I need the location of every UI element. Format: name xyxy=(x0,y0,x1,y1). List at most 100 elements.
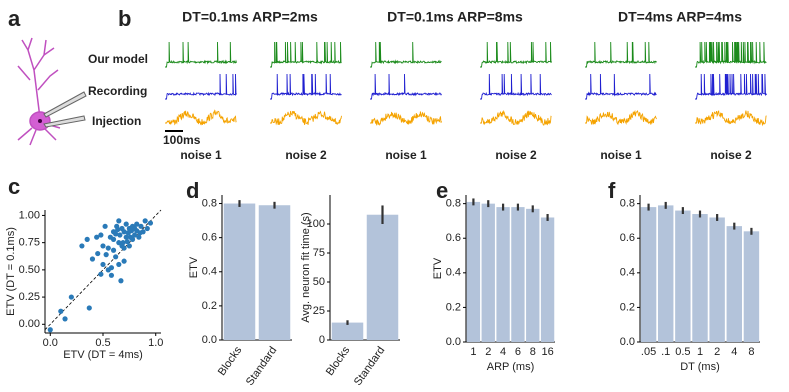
y-tick-label: 0.0 xyxy=(202,334,217,346)
y-axis-label: Avg. neuron fit time (s) xyxy=(300,212,312,322)
point xyxy=(142,218,148,224)
panel-label: b xyxy=(118,6,131,31)
y-tick-label: 0.50 xyxy=(19,264,40,276)
condition-title: DT=0.1ms ARP=2ms xyxy=(182,9,318,25)
bar xyxy=(692,214,708,342)
y-tick-label: 0.4 xyxy=(446,267,461,279)
y-tick-label: 25 xyxy=(313,305,325,317)
point xyxy=(113,231,119,237)
x-tick-label: Standard xyxy=(352,345,387,388)
y-tick-label: 0.0 xyxy=(620,336,635,348)
point xyxy=(118,278,124,284)
point xyxy=(68,294,74,300)
point xyxy=(124,238,130,245)
point xyxy=(132,232,138,238)
bar xyxy=(709,217,725,342)
y-tick-label: 0.00 xyxy=(19,318,40,330)
x-tick-label: .05 xyxy=(641,346,656,358)
point xyxy=(110,247,117,253)
point xyxy=(121,229,127,235)
trace xyxy=(370,41,442,68)
y-tick-label: 1.00 xyxy=(19,209,40,221)
y-tick-label: 75 xyxy=(313,247,325,259)
point xyxy=(117,232,123,238)
point xyxy=(100,261,106,268)
bar xyxy=(481,203,495,342)
point xyxy=(47,327,53,333)
y-tick-label: 0.8 xyxy=(202,197,217,209)
trace xyxy=(695,110,767,127)
point xyxy=(115,226,121,233)
x-tick-label: 0.5 xyxy=(675,346,690,358)
x-tick-label: 6 xyxy=(515,346,521,358)
condition-title: DT=4ms ARP=4ms xyxy=(618,9,742,25)
bar xyxy=(726,226,742,342)
point xyxy=(123,234,129,240)
y-axis-label: ETV xyxy=(432,257,444,279)
point xyxy=(108,272,115,278)
trace xyxy=(480,73,552,100)
x-tick-label: 4 xyxy=(500,346,506,358)
bar xyxy=(675,210,691,342)
point xyxy=(126,243,132,249)
y-tick-label: 0.2 xyxy=(202,300,217,312)
neuron xyxy=(17,37,61,146)
point xyxy=(103,252,109,258)
y-axis-label: ETV xyxy=(188,256,200,278)
bar xyxy=(258,205,291,340)
y-tick-label: 0.4 xyxy=(620,267,635,279)
x-tick-label: 0.5 xyxy=(95,337,110,349)
trace xyxy=(585,109,657,126)
bar xyxy=(496,207,510,342)
bar xyxy=(540,217,555,342)
point xyxy=(102,223,108,229)
point xyxy=(84,236,90,242)
y-tick-label: 0 xyxy=(319,334,325,346)
x-tick-label: 1 xyxy=(470,346,476,358)
y-axis-label: ETV (DT = 0.1ms) xyxy=(5,227,17,316)
point xyxy=(116,240,122,246)
noise-label: noise 2 xyxy=(495,148,537,162)
trace xyxy=(370,111,442,126)
trace xyxy=(695,41,767,68)
x-tick-label: 16 xyxy=(541,346,553,358)
point xyxy=(95,250,101,257)
trace xyxy=(370,73,442,100)
y-tick-label: 50 xyxy=(313,276,325,288)
y-tick-label: 0.4 xyxy=(202,266,217,278)
bar xyxy=(511,207,525,342)
point xyxy=(58,308,64,314)
y-tick-label: 0.6 xyxy=(202,232,217,244)
row-label: Injection xyxy=(92,114,141,128)
trace xyxy=(480,41,552,68)
noise-label: noise 2 xyxy=(710,148,752,162)
panel-label: e xyxy=(436,178,448,203)
point xyxy=(123,221,129,227)
trace xyxy=(270,110,342,126)
point xyxy=(144,225,150,232)
y-tick-label: 0.8 xyxy=(446,198,461,210)
bar xyxy=(331,322,364,340)
trace xyxy=(480,109,552,126)
y-tick-label: 0.8 xyxy=(620,198,635,210)
point xyxy=(129,236,136,242)
point xyxy=(62,316,68,322)
bar xyxy=(223,203,256,340)
panel-label: d xyxy=(186,178,199,203)
x-tick-label: 2 xyxy=(714,346,720,358)
trace xyxy=(585,73,657,100)
point xyxy=(94,234,100,240)
point xyxy=(121,258,127,264)
point xyxy=(108,265,115,271)
reference-line xyxy=(44,209,162,331)
point xyxy=(120,240,126,246)
panel-label: a xyxy=(8,6,21,31)
x-tick-label: 0.0 xyxy=(43,337,58,349)
y-tick-label: 0.2 xyxy=(446,301,461,313)
y-tick-label: 0.0 xyxy=(446,336,461,348)
point xyxy=(138,223,144,229)
scale-bar-label: 100ms xyxy=(163,133,201,147)
panel-label: c xyxy=(8,174,20,199)
x-tick-label: 4 xyxy=(731,346,737,358)
